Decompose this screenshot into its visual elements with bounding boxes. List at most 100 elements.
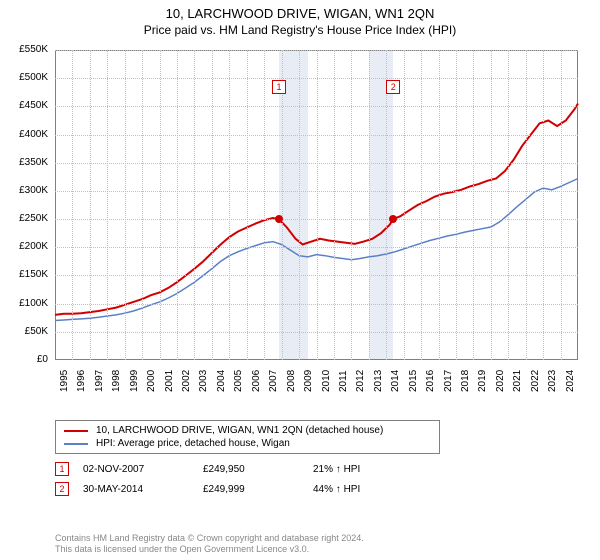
sale-hpi: 21% ↑ HPI (313, 464, 413, 475)
footer-attribution: Contains HM Land Registry data © Crown c… (55, 533, 364, 556)
x-axis-label: 2003 (198, 370, 209, 392)
gridline-v (125, 50, 126, 360)
gridline-v (404, 50, 405, 360)
x-axis-label: 2016 (425, 370, 436, 392)
x-axis-label: 2024 (565, 370, 576, 392)
x-axis-label: 2023 (547, 370, 558, 392)
sale-price: £249,950 (203, 464, 313, 475)
y-axis-label: £0 (0, 354, 48, 365)
gridline-v (160, 50, 161, 360)
gridline-v (90, 50, 91, 360)
page-subtitle: Price paid vs. HM Land Registry's House … (0, 21, 600, 37)
y-axis-label: £450K (0, 100, 48, 111)
y-axis-label: £50K (0, 326, 48, 337)
chart-area: £0 £50K £100K £150K £200K £250K £300K £350K £400… (0, 42, 600, 412)
sale-row: 2 30-MAY-2014£249,99944% ↑ HPI (55, 482, 413, 496)
legend-label: HPI: Average price, detached house, Wiga… (96, 438, 290, 449)
x-axis-label: 2019 (477, 370, 488, 392)
x-axis-label: 1995 (59, 370, 70, 392)
sale-marker-box: 2 (386, 80, 400, 94)
gridline-v (421, 50, 422, 360)
x-axis-label: 2022 (530, 370, 541, 392)
gridline-v (177, 50, 178, 360)
gridline-v (282, 50, 283, 360)
gridline-v (334, 50, 335, 360)
x-axis-label: 2021 (512, 370, 523, 392)
gridline-v (369, 50, 370, 360)
gridline-v (351, 50, 352, 360)
sale-row: 1 02-NOV-2007£249,95021% ↑ HPI (55, 462, 413, 476)
y-axis-label: £150K (0, 269, 48, 280)
y-axis-label: £100K (0, 298, 48, 309)
sale-date: 02-NOV-2007 (83, 464, 203, 475)
sale-price: £249,999 (203, 484, 313, 495)
x-axis-label: 2007 (268, 370, 279, 392)
y-axis-label: £400K (0, 129, 48, 140)
gridline-v (264, 50, 265, 360)
chart-container: 10, LARCHWOOD DRIVE, WIGAN, WN1 2QN Pric… (0, 0, 600, 560)
footer-line2: This data is licensed under the Open Gov… (55, 544, 364, 556)
sale-number-box: 1 (55, 462, 69, 476)
page-title: 10, LARCHWOOD DRIVE, WIGAN, WN1 2QN (0, 0, 600, 21)
x-axis-label: 2005 (233, 370, 244, 392)
gridline-v (72, 50, 73, 360)
x-axis-label: 2001 (164, 370, 175, 392)
x-axis-label: 2010 (321, 370, 332, 392)
gridline-v (247, 50, 248, 360)
gridline-v (194, 50, 195, 360)
gridline-v (386, 50, 387, 360)
legend-swatch (64, 443, 88, 445)
x-axis-label: 2000 (146, 370, 157, 392)
x-axis-label: 2013 (373, 370, 384, 392)
gridline-v (317, 50, 318, 360)
x-axis-label: 2006 (251, 370, 262, 392)
sale-marker-box: 1 (272, 80, 286, 94)
gridline-v (456, 50, 457, 360)
y-axis-label: £250K (0, 213, 48, 224)
x-axis-label: 2012 (355, 370, 366, 392)
x-axis-label: 2002 (181, 370, 192, 392)
x-axis-label: 2004 (216, 370, 227, 392)
sale-dot (389, 215, 397, 223)
sale-date: 30-MAY-2014 (83, 484, 203, 495)
x-axis-label: 2015 (408, 370, 419, 392)
legend-row: HPI: Average price, detached house, Wiga… (64, 438, 431, 449)
x-axis-label: 2018 (460, 370, 471, 392)
gridline-v (561, 50, 562, 360)
gridline-v (142, 50, 143, 360)
legend-label: 10, LARCHWOOD DRIVE, WIGAN, WN1 2QN (det… (96, 425, 383, 436)
gridline-v (526, 50, 527, 360)
footer-line1: Contains HM Land Registry data © Crown c… (55, 533, 364, 545)
gridline-v (491, 50, 492, 360)
y-axis-label: £300K (0, 185, 48, 196)
gridline-v (212, 50, 213, 360)
y-axis-label: £200K (0, 241, 48, 252)
x-axis-label: 1996 (76, 370, 87, 392)
sales-table: 1 02-NOV-2007£249,95021% ↑ HPI 2 30-MAY-201… (55, 462, 413, 502)
x-axis-label: 2020 (495, 370, 506, 392)
x-axis-label: 2008 (286, 370, 297, 392)
gridline-v (508, 50, 509, 360)
y-axis-label: £550K (0, 44, 48, 55)
sale-number-box: 2 (55, 482, 69, 496)
x-axis-label: 2017 (443, 370, 454, 392)
gridline-v (299, 50, 300, 360)
gridline-v (473, 50, 474, 360)
x-axis-label: 1999 (129, 370, 140, 392)
gridline-v (107, 50, 108, 360)
x-axis-label: 1997 (94, 370, 105, 392)
y-axis-label: £350K (0, 157, 48, 168)
gridline-v (229, 50, 230, 360)
gridline-v (543, 50, 544, 360)
sale-dot (275, 215, 283, 223)
x-axis-label: 2011 (338, 370, 349, 392)
legend-row: 10, LARCHWOOD DRIVE, WIGAN, WN1 2QN (det… (64, 425, 431, 436)
x-axis-label: 2014 (390, 370, 401, 392)
gridline-v (439, 50, 440, 360)
y-axis-label: £500K (0, 72, 48, 83)
legend-swatch (64, 430, 88, 432)
x-axis-label: 1998 (111, 370, 122, 392)
sale-hpi: 44% ↑ HPI (313, 484, 413, 495)
legend: 10, LARCHWOOD DRIVE, WIGAN, WN1 2QN (det… (55, 420, 440, 454)
x-axis-label: 2009 (303, 370, 314, 392)
